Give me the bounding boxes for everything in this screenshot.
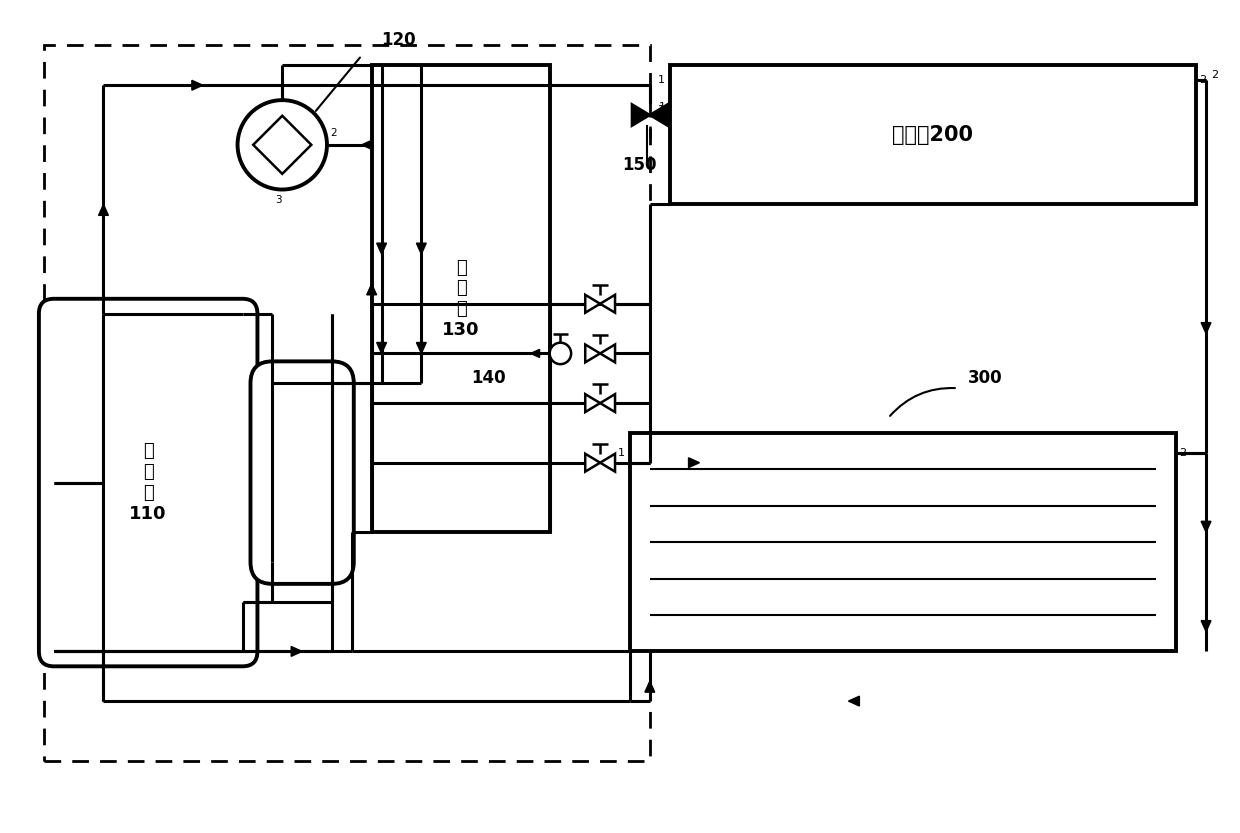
Polygon shape	[650, 104, 667, 126]
Bar	[670, 65, 1197, 204]
Polygon shape	[417, 243, 427, 254]
Text: 1: 1	[618, 448, 625, 458]
FancyBboxPatch shape	[250, 362, 353, 584]
Polygon shape	[1202, 621, 1211, 631]
Bar	[372, 65, 551, 532]
Polygon shape	[632, 104, 650, 126]
FancyBboxPatch shape	[38, 299, 258, 666]
Polygon shape	[377, 342, 387, 353]
Text: 冷
凝
器
130: 冷 凝 器 130	[443, 258, 480, 339]
Polygon shape	[377, 243, 387, 254]
Text: 2: 2	[1199, 75, 1207, 85]
Text: 140: 140	[471, 369, 506, 387]
Polygon shape	[367, 284, 377, 295]
Polygon shape	[585, 394, 600, 412]
Polygon shape	[848, 696, 859, 706]
Polygon shape	[417, 342, 427, 353]
Polygon shape	[192, 80, 203, 90]
Polygon shape	[1202, 521, 1211, 532]
Polygon shape	[600, 394, 615, 412]
Bar	[43, 46, 650, 761]
Polygon shape	[98, 204, 108, 216]
Polygon shape	[362, 140, 373, 150]
Text: 300: 300	[967, 369, 1002, 387]
Text: 2: 2	[330, 128, 336, 138]
Polygon shape	[600, 295, 615, 312]
Polygon shape	[585, 345, 600, 362]
Bar	[630, 433, 1177, 651]
Text: 1: 1	[657, 105, 665, 115]
Polygon shape	[600, 454, 615, 471]
Text: 2: 2	[1211, 70, 1218, 80]
Text: 1: 1	[658, 102, 666, 112]
Polygon shape	[600, 345, 615, 362]
Text: 1: 1	[657, 75, 665, 85]
Text: 150: 150	[622, 156, 657, 173]
Polygon shape	[531, 349, 539, 357]
Polygon shape	[291, 646, 303, 656]
Polygon shape	[688, 458, 699, 467]
Text: 2: 2	[1179, 448, 1187, 458]
Polygon shape	[645, 681, 655, 692]
Polygon shape	[585, 454, 600, 471]
Circle shape	[549, 342, 572, 364]
Text: 室内机200: 室内机200	[893, 125, 973, 145]
Text: 3: 3	[275, 196, 281, 206]
Text: 120: 120	[382, 32, 417, 49]
Polygon shape	[253, 116, 311, 174]
Circle shape	[238, 100, 327, 190]
Polygon shape	[1202, 322, 1211, 333]
Text: 压
缩
机
110: 压 缩 机 110	[129, 442, 167, 523]
Polygon shape	[585, 295, 600, 312]
